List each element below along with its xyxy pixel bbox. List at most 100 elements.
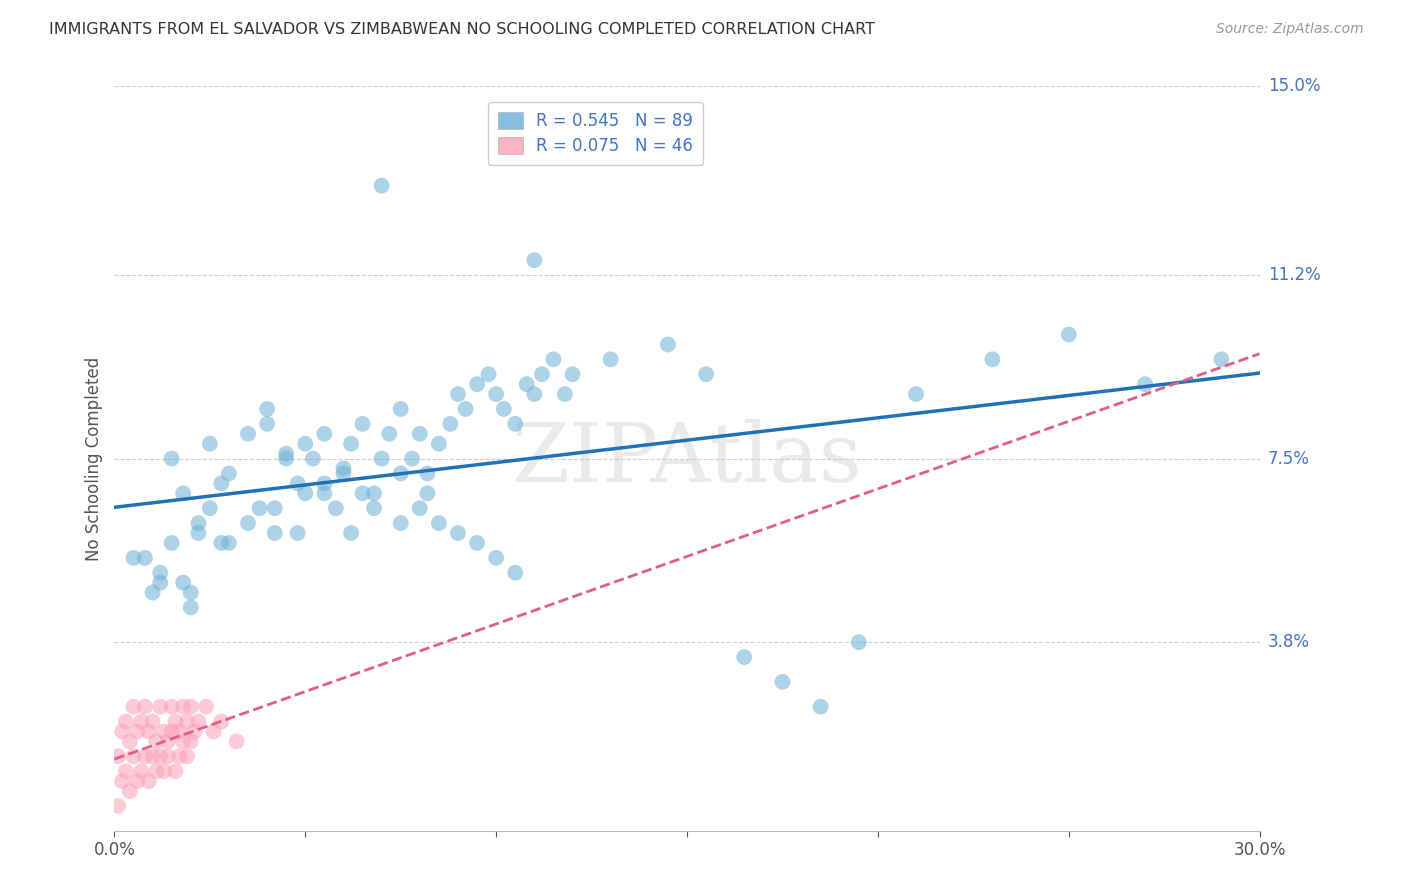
- Point: [389, 401, 412, 416]
- Point: [198, 436, 221, 450]
- Point: [165, 714, 187, 729]
- Point: [142, 714, 165, 729]
- Text: 7.5%: 7.5%: [1268, 450, 1310, 467]
- Point: [276, 451, 298, 466]
- Point: [134, 550, 156, 565]
- Point: [485, 550, 508, 565]
- Point: [149, 566, 172, 580]
- Point: [325, 501, 347, 516]
- Point: [122, 550, 145, 565]
- Point: [1057, 327, 1080, 342]
- Point: [172, 486, 194, 500]
- Point: [138, 774, 160, 789]
- Point: [122, 699, 145, 714]
- Point: [352, 417, 374, 431]
- Point: [187, 714, 209, 729]
- Point: [554, 387, 576, 401]
- Point: [172, 734, 194, 748]
- Point: [134, 749, 156, 764]
- Point: [160, 536, 183, 550]
- Point: [160, 699, 183, 714]
- Point: [370, 178, 392, 193]
- Point: [695, 368, 717, 382]
- Point: [503, 417, 526, 431]
- Point: [363, 501, 385, 516]
- Point: [523, 387, 546, 401]
- Point: [138, 724, 160, 739]
- Point: [314, 476, 336, 491]
- Point: [530, 368, 553, 382]
- Point: [249, 501, 271, 516]
- Point: [389, 467, 412, 481]
- Point: [209, 714, 232, 729]
- Point: [287, 526, 309, 541]
- Point: [294, 436, 316, 450]
- Point: [657, 337, 679, 351]
- Point: [733, 650, 755, 665]
- Point: [115, 714, 138, 729]
- Point: [187, 526, 209, 541]
- Point: [149, 699, 172, 714]
- Point: [363, 486, 385, 500]
- Point: [477, 368, 499, 382]
- Point: [176, 714, 198, 729]
- Point: [156, 734, 179, 748]
- Point: [332, 461, 354, 475]
- Point: [561, 368, 583, 382]
- Point: [172, 699, 194, 714]
- Point: [134, 699, 156, 714]
- Point: [165, 764, 187, 779]
- Point: [218, 536, 240, 550]
- Point: [447, 387, 470, 401]
- Point: [427, 436, 450, 450]
- Point: [599, 352, 621, 367]
- Point: [111, 774, 134, 789]
- Point: [198, 501, 221, 516]
- Point: [465, 377, 488, 392]
- Point: [492, 401, 515, 416]
- Point: [236, 516, 259, 530]
- Point: [129, 764, 152, 779]
- Point: [263, 501, 285, 516]
- Point: [160, 451, 183, 466]
- Point: [111, 724, 134, 739]
- Point: [180, 600, 202, 615]
- Point: [180, 585, 202, 599]
- Point: [153, 724, 176, 739]
- Point: [256, 417, 278, 431]
- Point: [195, 699, 218, 714]
- Point: [169, 749, 191, 764]
- Point: [149, 749, 172, 764]
- Point: [516, 377, 538, 392]
- Point: [122, 749, 145, 764]
- Point: [439, 417, 461, 431]
- Point: [107, 799, 129, 814]
- Point: [153, 764, 176, 779]
- Point: [176, 749, 198, 764]
- Point: [202, 724, 225, 739]
- Text: 11.2%: 11.2%: [1268, 266, 1320, 284]
- Point: [352, 486, 374, 500]
- Point: [543, 352, 565, 367]
- Point: [107, 749, 129, 764]
- Point: [276, 447, 298, 461]
- Point: [772, 674, 794, 689]
- Point: [294, 486, 316, 500]
- Point: [263, 526, 285, 541]
- Point: [160, 724, 183, 739]
- Point: [187, 516, 209, 530]
- Point: [454, 401, 477, 416]
- Point: [465, 536, 488, 550]
- Point: [981, 352, 1004, 367]
- Point: [142, 585, 165, 599]
- Point: [314, 426, 336, 441]
- Point: [1133, 377, 1156, 392]
- Point: [149, 575, 172, 590]
- Y-axis label: No Schooling Completed: No Schooling Completed: [86, 357, 103, 561]
- Point: [209, 536, 232, 550]
- Point: [314, 486, 336, 500]
- Point: [409, 426, 432, 441]
- Point: [302, 451, 325, 466]
- Text: ZIPAtlas: ZIPAtlas: [512, 418, 862, 499]
- Point: [156, 749, 179, 764]
